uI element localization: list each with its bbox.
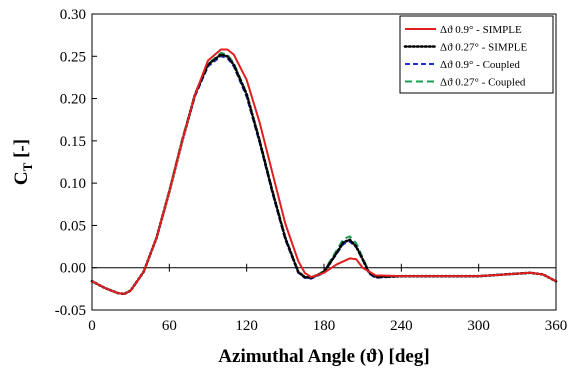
x-tick-label: 180	[313, 318, 336, 334]
y-tick-label: 0.10	[60, 176, 86, 192]
x-tick-label: 60	[162, 318, 177, 334]
legend-label: Δϑ 0.27° - Coupled	[440, 77, 526, 89]
y-axis-label-main: C	[11, 171, 32, 185]
x-tick-label: 360	[545, 318, 568, 334]
legend-label: Δϑ 0.9° - SIMPLE	[440, 24, 522, 36]
y-tick-label: 0.15	[60, 134, 86, 150]
y-axis-label: CT [-]	[11, 139, 35, 185]
y-tick-label: -0.05	[55, 303, 86, 319]
series-line	[91, 48, 557, 295]
y-tick-label: 0.00	[60, 261, 86, 277]
x-tick-label: 120	[235, 318, 258, 334]
x-tick-label: 300	[467, 318, 490, 334]
legend-items: Δϑ 0.9° - SIMPLE Δϑ 0.27° - SIMPLE Δϑ 0.9°…	[403, 24, 527, 89]
y-axis-label-unit: [-]	[11, 139, 32, 163]
y-tick-label: 0.25	[60, 49, 86, 65]
y-tick-label: 0.30	[60, 7, 86, 23]
plot-frame	[91, 13, 557, 311]
y-tick-label: 0.05	[60, 218, 86, 234]
legend-label: Δϑ 0.9° - Coupled	[440, 59, 520, 71]
x-tick-label: 0	[88, 318, 96, 334]
zero-line-group	[91, 263, 557, 272]
x-tick-labels: 0 60 120 180 240 300 360	[88, 318, 567, 334]
series-group	[90, 48, 558, 296]
legend-label: Δϑ 0.27° - SIMPLE	[440, 42, 527, 54]
y-tick-label: 0.20	[60, 92, 86, 108]
x-axis-label: Azimuthal Angle (ϑ) [deg]	[218, 346, 429, 367]
y-tick-labels: -0.05 0.00 0.05 0.10 0.15 0.20 0.25 0.30	[55, 7, 97, 319]
y-axis-label-sub: T	[20, 162, 35, 171]
legend: Δϑ 0.9° - SIMPLE Δϑ 0.27° - SIMPLE Δϑ 0.9°…	[399, 15, 554, 94]
x-tick-label: 240	[390, 318, 413, 334]
